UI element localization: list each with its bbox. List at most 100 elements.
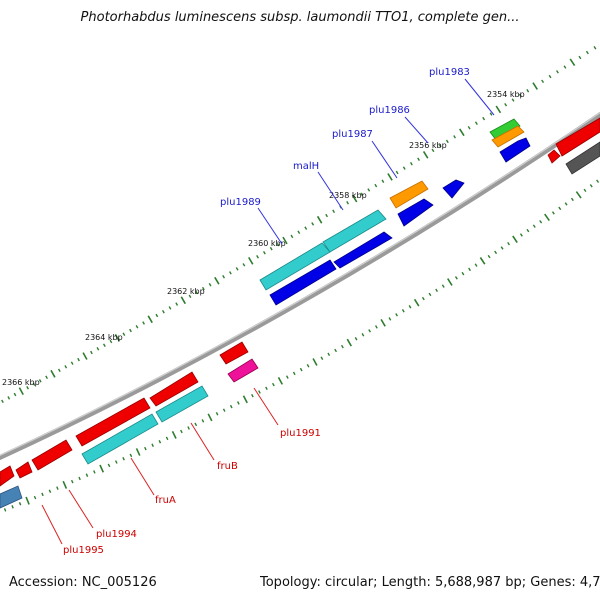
- outer-track-tick: [45, 375, 49, 380]
- inner-track-tick: [474, 263, 478, 267]
- inner-track-tick: [494, 250, 498, 255]
- outer-track-tick: [180, 296, 186, 305]
- label-plu1995[interactable]: plu1995: [63, 545, 104, 556]
- gene-red-left-edge[interactable]: [0, 465, 15, 487]
- outer-track-tick: [504, 103, 508, 107]
- outer-track-tick: [129, 328, 132, 333]
- gene-plu1988-arrow[interactable]: [397, 198, 434, 227]
- outer-track-tick: [262, 251, 266, 255]
- tick-label-2360: 2360 kbp: [248, 239, 286, 248]
- inner-track-tick: [551, 211, 555, 215]
- inner-track-tick: [158, 440, 162, 444]
- gene-plu1983b-arrow[interactable]: [491, 125, 525, 148]
- outer-track-tick: [109, 339, 113, 344]
- inner-track-tick: [215, 411, 219, 416]
- gene-red-plu1995[interactable]: [15, 461, 33, 479]
- inner-track-tick: [558, 206, 562, 211]
- gene-plu1991-arrow[interactable]: [227, 358, 259, 383]
- gene-plu1984-arrow[interactable]: [499, 137, 531, 163]
- gene-blue-long-a[interactable]: [333, 231, 393, 269]
- gene-cyan-fruA[interactable]: [81, 413, 159, 465]
- forward-genes: [259, 117, 600, 306]
- label-fruA[interactable]: fruA: [155, 495, 176, 506]
- inner-track-tick: [380, 318, 386, 327]
- outer-track-tick: [417, 157, 420, 161]
- gene-steelblue-left-edge[interactable]: [0, 485, 23, 509]
- inner-track-tick: [187, 426, 190, 430]
- outer-track-tick: [518, 93, 522, 98]
- outer-track-tick: [325, 213, 329, 218]
- inner-track-tick: [70, 479, 74, 484]
- gene-red-plu1994[interactable]: [31, 439, 73, 471]
- label-leaders: [41, 78, 495, 545]
- gene-malH-arrow[interactable]: [322, 209, 387, 253]
- outer-track-tick: [32, 382, 36, 386]
- gene-red-right-edge[interactable]: [555, 117, 600, 157]
- tick-label-2366: 2366 kbp: [2, 378, 40, 387]
- inner-track-tick: [361, 333, 365, 337]
- outer-track-tick: [282, 236, 288, 245]
- inner-track-tick: [327, 352, 331, 357]
- map-title: Photorhabdus luminescens subsp. laumondi…: [80, 10, 520, 25]
- outer-track-tick: [50, 369, 56, 378]
- gene-red-near-axis[interactable]: [219, 341, 249, 365]
- inner-track-tick: [519, 233, 523, 237]
- gene-red-fruA[interactable]: [75, 397, 151, 447]
- label-plu1994[interactable]: plu1994: [96, 529, 137, 540]
- gene-cyan-fruB[interactable]: [155, 385, 209, 423]
- outer-track-tick: [381, 179, 385, 183]
- gene-red-right-small[interactable]: [547, 149, 561, 164]
- inner-track-tick: [171, 430, 177, 439]
- outer-track-tick: [18, 387, 24, 395]
- inner-track-tick: [194, 422, 198, 427]
- label-plu1991[interactable]: plu1991: [280, 428, 321, 439]
- inner-track-tick: [374, 325, 378, 329]
- outer-track-tick: [569, 58, 576, 67]
- inner-track-tick: [41, 492, 44, 497]
- inner-track-tick: [447, 278, 453, 286]
- inner-track-tick: [596, 179, 600, 183]
- inner-track-tick: [401, 309, 405, 313]
- outer-track-tick: [541, 79, 545, 83]
- gene-blue-long-b[interactable]: [269, 259, 337, 306]
- outer-track-tick: [77, 357, 80, 362]
- inner-track-tick: [454, 276, 458, 280]
- gene-plu1986-arrow[interactable]: [442, 179, 465, 199]
- outer-track-tick: [256, 255, 259, 259]
- outer-track-tick: [57, 368, 61, 373]
- inner-track-tick: [421, 296, 425, 301]
- outer-track-tick: [114, 334, 121, 342]
- inner-track-tick: [428, 292, 432, 297]
- inner-track-tick: [114, 460, 118, 464]
- inner-track-tick: [583, 188, 587, 193]
- outer-track-tick: [161, 309, 165, 314]
- gene-plu1987-arrow[interactable]: [389, 180, 429, 209]
- outer-track-tick: [467, 126, 471, 130]
- outer-track-tick: [82, 352, 88, 360]
- label-malH[interactable]: malH: [293, 161, 319, 172]
- gene-grey-right-edge[interactable]: [565, 141, 600, 175]
- inner-track-tick: [277, 377, 284, 385]
- inner-track-tick: [292, 371, 296, 376]
- inner-track-tick: [207, 413, 213, 422]
- inner-track-tick: [368, 329, 372, 333]
- label-plu1989[interactable]: plu1989: [220, 197, 261, 208]
- outer-track-tick: [38, 379, 42, 383]
- gene-red-fruB[interactable]: [149, 371, 199, 407]
- outer-track-tick: [402, 166, 406, 170]
- outer-track-tick: [269, 246, 273, 251]
- label-fruB[interactable]: fruB: [217, 461, 238, 472]
- label-plu1986[interactable]: plu1986: [369, 105, 410, 116]
- label-plu1983[interactable]: plu1983: [429, 67, 470, 78]
- backbone: [0, 111, 600, 461]
- inner-track-tick: [544, 213, 550, 222]
- gene-plu1983-arrow[interactable]: [489, 118, 521, 141]
- tick-label-2354: 2354 kbp: [487, 90, 525, 99]
- inner-track-tick: [62, 480, 68, 489]
- inner-track-tick: [468, 267, 471, 272]
- label-plu1987[interactable]: plu1987: [332, 129, 373, 140]
- inner-track-tick: [532, 224, 536, 228]
- gene-plu1989-arrow[interactable]: [259, 242, 331, 291]
- outer-track-tick: [578, 55, 582, 60]
- outer-track-tick: [489, 112, 493, 116]
